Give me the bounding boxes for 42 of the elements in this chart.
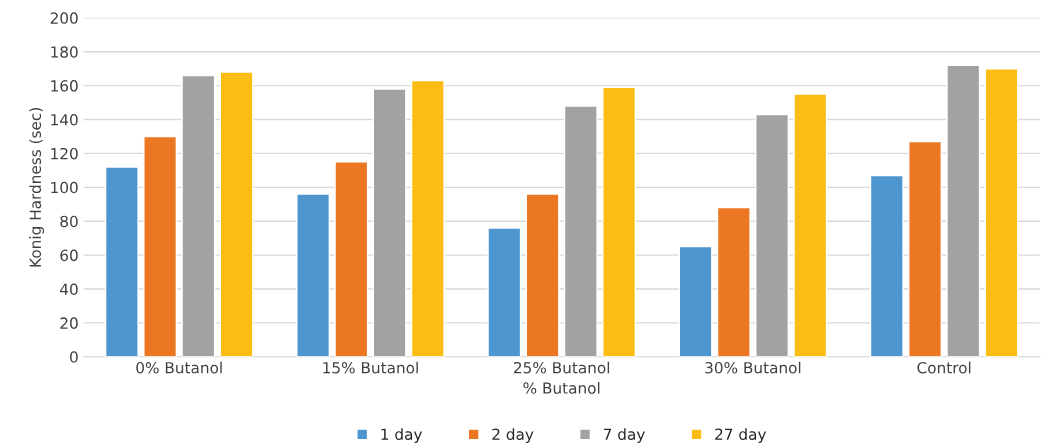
x-tick-label: Control (917, 361, 971, 374)
bar (908, 140, 942, 357)
bar (410, 79, 445, 357)
y-tick-label: 140 (51, 113, 78, 126)
y-tick-label: 100 (51, 181, 78, 194)
bar (296, 193, 331, 357)
y-tick-label: 0 (70, 351, 78, 363)
bar (678, 245, 713, 357)
bar (487, 227, 522, 357)
x-tick-label: 15% Butanol (323, 361, 418, 374)
x-tick-label: 25% Butanol (514, 361, 610, 374)
y-tick-label: 60 (60, 249, 78, 262)
y-tick-label: 80 (60, 215, 78, 228)
legend-label: 27 day (715, 428, 767, 443)
bar (984, 67, 1019, 357)
bar (755, 113, 789, 357)
x-tick-label: 30% Butanol (705, 361, 801, 374)
bar (793, 93, 828, 357)
y-axis-title: Konig Hardness (sec) (29, 108, 45, 267)
y-tick-label: 160 (51, 80, 78, 92)
bar (219, 71, 254, 357)
bar (372, 88, 407, 357)
bar (563, 105, 598, 357)
x-axis-title: % Butanol (523, 382, 600, 394)
legend-label: 7 day (603, 428, 645, 443)
legend-label: 2 day (492, 428, 534, 443)
bar (716, 206, 751, 357)
y-tick-label: 180 (51, 46, 78, 58)
y-tick-label: 40 (60, 283, 78, 296)
y-tick-label: 20 (60, 317, 78, 329)
bar (104, 166, 139, 357)
x-tick-label: 0% Butanol (136, 361, 222, 374)
bar (525, 193, 560, 357)
bar (602, 86, 637, 357)
bar (181, 74, 216, 357)
bar (143, 135, 178, 357)
legend-label: 1 day (381, 428, 423, 443)
bar (869, 174, 904, 357)
bar (334, 161, 369, 357)
bar (946, 64, 981, 357)
y-tick-label: 120 (51, 147, 78, 160)
y-tick-label: 200 (50, 12, 78, 24)
